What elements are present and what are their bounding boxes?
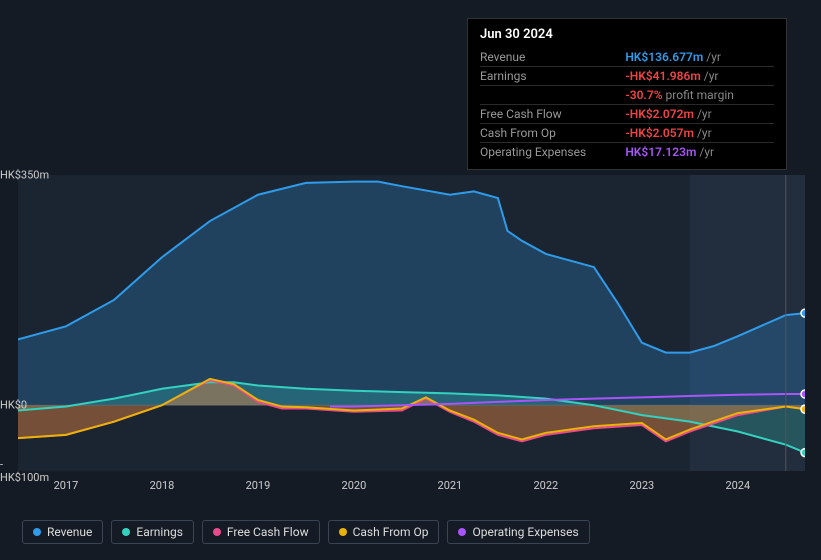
x-tick-label: 2023 xyxy=(629,479,654,492)
tooltip-row: Free Cash Flow-HK$2.072m/yr xyxy=(480,105,774,124)
tooltip-row: Operating ExpensesHK$17.123m/yr xyxy=(480,143,774,162)
legend-dot-icon xyxy=(213,528,221,536)
y-tick-label: HK$0 xyxy=(0,399,50,412)
legend-dot-icon xyxy=(339,528,347,536)
legend-label: Operating Expenses xyxy=(472,525,578,539)
tooltip-date: Jun 30 2024 xyxy=(480,27,774,42)
x-tick-label: 2019 xyxy=(246,479,271,492)
chart-svg xyxy=(18,175,805,471)
hover-tooltip: Jun 30 2024 RevenueHK$136.677m/yrEarning… xyxy=(467,18,787,170)
legend-label: Revenue xyxy=(47,525,92,539)
legend-dot-icon xyxy=(122,528,130,536)
tooltip-row: Earnings-HK$41.986m/yr xyxy=(480,67,774,86)
x-tick-label: 2018 xyxy=(150,479,175,492)
x-tick-label: 2020 xyxy=(342,479,367,492)
legend-label: Cash From Op xyxy=(353,525,429,539)
tooltip-table: RevenueHK$136.677m/yrEarnings-HK$41.986m… xyxy=(480,48,774,161)
legend-item-earnings[interactable]: Earnings xyxy=(111,520,194,544)
tooltip-row: RevenueHK$136.677m/yr xyxy=(480,48,774,67)
tooltip-row: Cash From Op-HK$2.057m/yr xyxy=(480,124,774,143)
x-tick-label: 2017 xyxy=(54,479,79,492)
legend-item-free-cash-flow[interactable]: Free Cash Flow xyxy=(202,520,320,544)
legend: Revenue Earnings Free Cash Flow Cash From O… xyxy=(22,520,590,544)
legend-dot-icon xyxy=(458,528,466,536)
x-tick-label: 2022 xyxy=(533,479,558,492)
tooltip-row: -30.7%profit margin xyxy=(480,86,774,105)
x-tick-label: 2021 xyxy=(438,479,463,492)
legend-item-revenue[interactable]: Revenue xyxy=(22,520,103,544)
legend-item-operating-expenses[interactable]: Operating Expenses xyxy=(447,520,589,544)
legend-label: Earnings xyxy=(136,525,183,539)
y-tick-label: -HK$100m xyxy=(0,458,50,484)
y-tick-label: HK$350m xyxy=(0,169,50,182)
x-tick-label: 2024 xyxy=(725,479,750,492)
legend-item-cash-from-op[interactable]: Cash From Op xyxy=(328,520,440,544)
legend-label: Free Cash Flow xyxy=(227,525,309,539)
legend-dot-icon xyxy=(33,528,41,536)
chart-plot[interactable] xyxy=(18,175,805,471)
